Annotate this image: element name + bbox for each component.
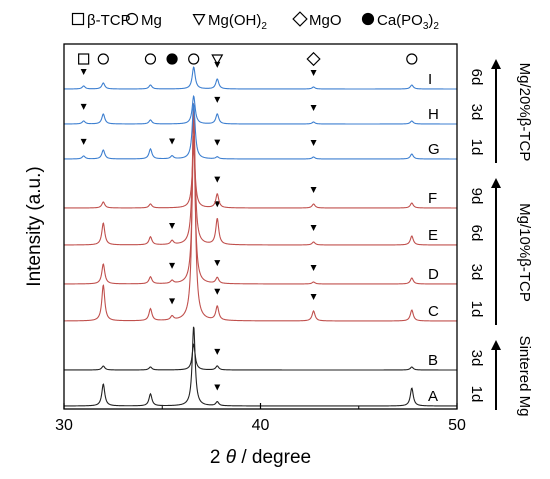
reference-marker-icon	[97, 53, 109, 65]
series-label: A	[428, 388, 438, 405]
series-time-label: 1d	[468, 139, 485, 156]
group-indicator: Mg/10%β-TCP	[491, 178, 533, 325]
reference-marker-icon	[306, 51, 321, 67]
series-label: F	[428, 190, 437, 207]
series-time-label: 9d	[468, 188, 485, 205]
legend-marker-icon	[192, 14, 206, 26]
reference-marker-icon	[166, 53, 178, 65]
legend-item: β-TCP	[71, 12, 131, 29]
peak-marker-icon	[80, 103, 87, 110]
series-time-label: 3d	[468, 350, 485, 367]
series-label: G	[428, 141, 440, 158]
series-G-line	[64, 102, 457, 160]
series-time-label: 6d	[468, 225, 485, 242]
peak-marker-icon	[214, 288, 221, 295]
legend-label: Mg	[141, 12, 162, 29]
legend-marker-icon	[71, 12, 85, 26]
peak-marker-icon	[214, 61, 221, 68]
series-D-line	[64, 135, 457, 285]
group-label: Mg/10%β-TCP	[516, 203, 533, 302]
x-axis-label: 2 θ / degree	[210, 447, 311, 468]
group-label: Sintered Mg	[516, 336, 533, 417]
reference-marker-icon	[406, 53, 418, 65]
axes: 30 40 50 2 θ / degree Intensity (a.u.)	[24, 43, 466, 468]
peak-marker-icon	[169, 262, 176, 269]
peak-marker-icon	[214, 176, 221, 183]
series-group	[63, 61, 457, 407]
up-arrow-icon	[491, 59, 501, 69]
group-indicator: Sintered Mg	[491, 336, 533, 417]
y-axis-label: Intensity (a.u.)	[24, 166, 45, 286]
peak-marker-icon	[214, 96, 221, 103]
peak-marker-icon	[310, 293, 317, 300]
legend-item: Ca(PO3)2	[361, 12, 439, 32]
series-E-line	[64, 121, 457, 246]
peak-marker-icon	[214, 201, 221, 208]
peak-marker-icon	[310, 69, 317, 76]
plot-frame	[63, 43, 458, 410]
series-B-line	[63, 343, 457, 371]
series-time-label: 3d	[468, 264, 485, 281]
legend-label: MgO	[309, 12, 342, 29]
x-tick-label: 30	[55, 417, 73, 434]
series-I-line	[63, 66, 457, 90]
series-label: B	[428, 352, 438, 369]
series-time-label: 1d	[468, 386, 485, 403]
reference-marker-icon	[78, 53, 90, 65]
up-arrow-icon	[491, 178, 501, 188]
legend-item: Mg	[125, 12, 162, 29]
series-label: H	[428, 106, 439, 123]
legend-marker-icon	[361, 12, 375, 26]
group-labels: Sintered Mg Mg/10%β-TCP Mg/20%β-TCP	[491, 59, 533, 416]
peak-marker-icon	[214, 348, 221, 355]
legend: β-TCP Mg Mg(OH)2 MgO Ca(PO3)2	[71, 11, 439, 32]
group-indicator: Mg/20%β-TCP	[491, 59, 533, 163]
peak-marker-icon	[310, 186, 317, 193]
legend-marker-icon	[125, 12, 139, 26]
series-F-line	[64, 148, 457, 209]
legend-marker-icon	[292, 11, 308, 27]
peak-marker-icon	[80, 68, 87, 75]
legend-label: Ca(PO3)2	[377, 12, 439, 32]
reference-markers	[78, 51, 418, 67]
up-arrow-icon	[491, 340, 501, 350]
peak-marker-icon	[214, 139, 221, 146]
peak-marker-icon	[80, 138, 87, 145]
peak-marker-icon	[169, 138, 176, 145]
x-tick-label: 50	[448, 417, 466, 434]
peak-marker-icon	[169, 298, 176, 305]
series-label: D	[428, 266, 439, 283]
peak-marker-icon	[214, 384, 221, 391]
series-H-line	[64, 95, 457, 125]
series-C-line	[64, 103, 457, 322]
legend-item: Mg(OH)2	[192, 12, 267, 32]
series-label: I	[428, 71, 432, 88]
peak-marker-icon	[310, 264, 317, 271]
series-label: E	[428, 227, 438, 244]
reference-marker-icon	[188, 53, 200, 65]
reference-marker-icon	[144, 53, 157, 65]
peak-marker-icon	[310, 224, 317, 231]
series-label: C	[428, 303, 439, 320]
peak-marker-icon	[310, 104, 317, 111]
x-tick-label: 40	[252, 417, 270, 434]
curve-labels: A 1d B 3d C 1d D 3d E 6d F 9d G 1d H 3d I 6d	[428, 69, 485, 405]
legend-label: β-TCP	[87, 12, 131, 29]
peak-marker-icon	[214, 260, 221, 267]
group-label: Mg/20%β-TCP	[516, 63, 533, 162]
series-time-label: 3d	[468, 104, 485, 121]
series-time-label: 1d	[468, 301, 485, 318]
peak-marker-icon	[310, 139, 317, 146]
legend-label: Mg(OH)2	[208, 12, 267, 32]
series-A-line	[64, 326, 457, 407]
reference-marker-icon	[211, 54, 224, 66]
legend-item: MgO	[292, 11, 342, 29]
series-time-label: 6d	[468, 69, 485, 86]
peak-marker-icon	[169, 223, 176, 230]
